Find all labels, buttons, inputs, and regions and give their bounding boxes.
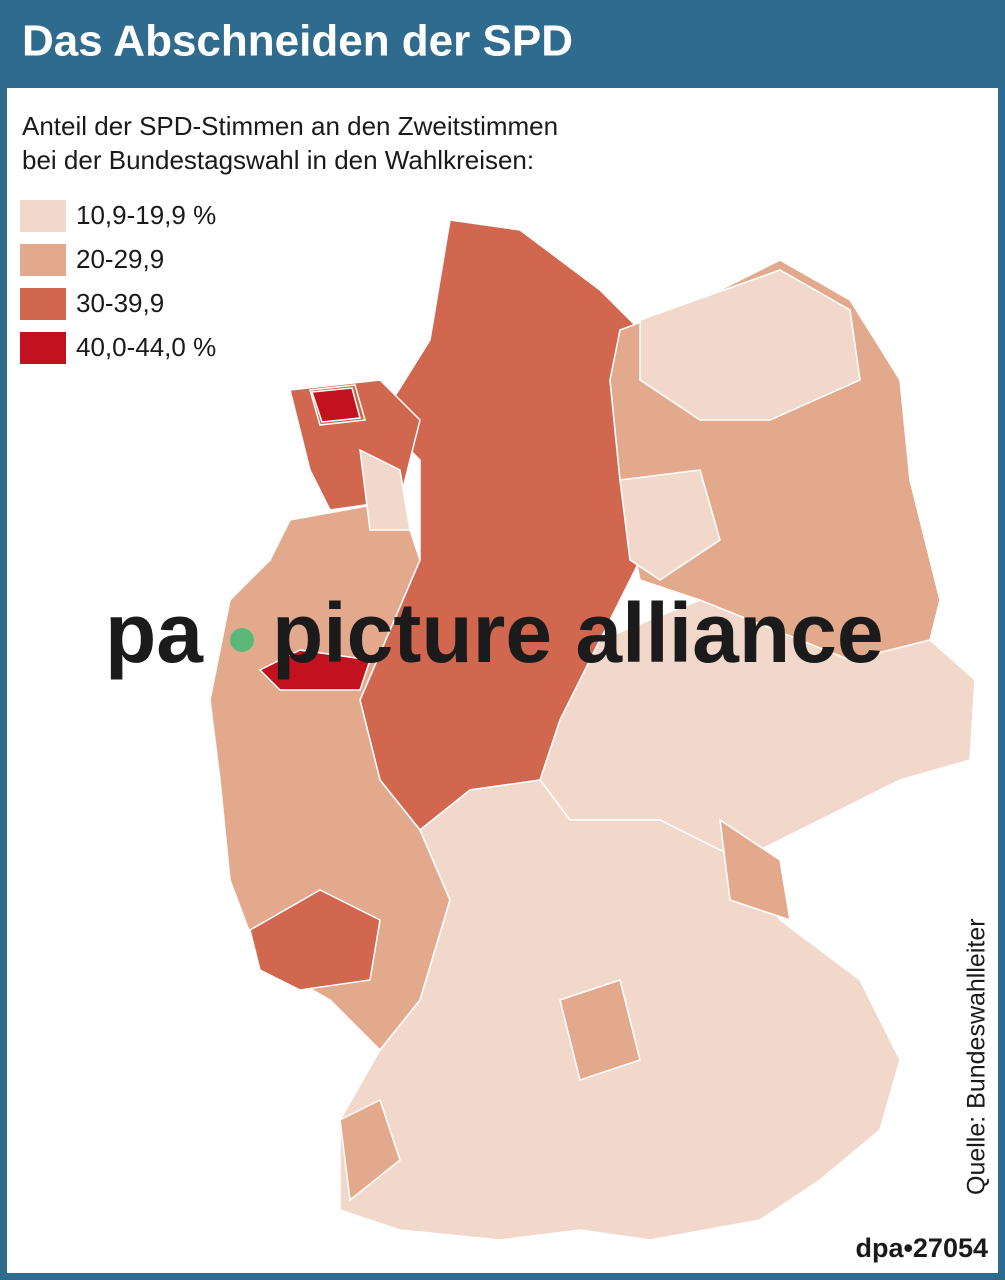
subtitle: bei der Bundestagswahl in den Wahlkreise…	[22, 145, 534, 175]
legend-swatch	[20, 200, 66, 232]
watermark: pa picture alliance	[105, 586, 884, 680]
watermark-dot	[230, 628, 254, 652]
map-region	[249, 889, 381, 991]
legend-label: 10,9-19,9 %	[76, 200, 216, 230]
map-region	[339, 1098, 401, 1202]
map-region	[639, 269, 861, 421]
legend-label: 40,0-44,0 %	[76, 332, 216, 362]
legend: 10,9-19,9 % 20-29,9 30-39,9 40,0-44,0 %	[20, 200, 216, 364]
map-region	[310, 387, 361, 423]
watermark-text: picture alliance	[272, 586, 884, 680]
map-region	[619, 469, 721, 581]
title: Das Abschneiden der SPD	[22, 17, 573, 66]
legend-label: 20-29,9	[76, 244, 164, 274]
watermark-text: pa	[105, 586, 204, 680]
legend-swatch	[20, 288, 66, 320]
source: Quelle: Bundeswahlleiter	[963, 918, 991, 1195]
credit: dpa•27054	[855, 1233, 988, 1263]
legend-swatch	[20, 244, 66, 276]
legend-label: 30-39,9	[76, 288, 164, 318]
map-region	[559, 979, 641, 1081]
map-region	[719, 818, 791, 922]
legend-swatch	[20, 332, 66, 364]
map-region	[359, 448, 411, 531]
subtitle: Anteil der SPD-Stimmen an den Zweitstimm…	[22, 111, 558, 141]
map-region	[258, 649, 371, 691]
map	[209, 219, 976, 1241]
